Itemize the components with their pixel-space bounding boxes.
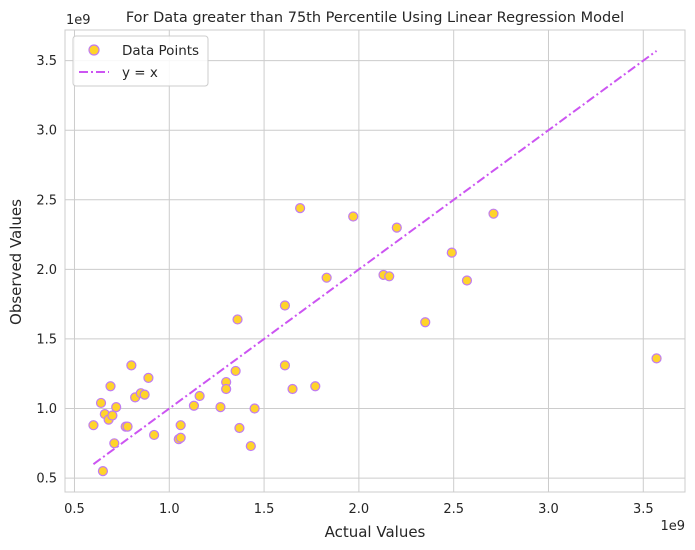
y-offset-label: 1e9	[66, 13, 91, 28]
chart-title: For Data greater than 75th Percentile Us…	[126, 10, 624, 26]
x-offset-label: 1e9	[660, 519, 685, 534]
data-point	[194, 390, 205, 402]
x-tick-label: 3.0	[538, 502, 559, 517]
data-point	[651, 353, 662, 364]
y-axis-title: Observed Values	[7, 199, 25, 325]
legend-label-data-points: Data Points	[122, 43, 199, 59]
data-point	[295, 203, 306, 214]
data-point	[126, 360, 137, 371]
x-tick-label: 2.5	[443, 502, 464, 517]
identity-line-layer	[92, 50, 658, 465]
data-point	[215, 402, 226, 413]
data-point	[188, 400, 200, 411]
identity-line	[92, 50, 658, 465]
data-point	[391, 222, 402, 233]
data-point	[348, 211, 359, 222]
data-point	[122, 421, 133, 432]
data-point	[232, 314, 243, 325]
data-point	[149, 429, 160, 441]
data-point	[321, 272, 332, 283]
data-point	[175, 420, 186, 431]
data-point	[488, 208, 499, 219]
x-tick-label: 3.5	[633, 502, 654, 517]
data-point	[88, 420, 99, 431]
data-point	[384, 271, 395, 282]
legend-box	[72, 35, 209, 87]
y-tick-label: 3.5	[36, 54, 57, 69]
data-point	[105, 381, 116, 392]
y-tick-label: 0.5	[36, 472, 57, 487]
data-point	[461, 275, 473, 286]
data-point	[234, 422, 245, 434]
data-point	[230, 365, 241, 377]
y-tick-label: 1.5	[36, 332, 57, 347]
data-point	[175, 432, 186, 443]
data-point	[279, 300, 291, 311]
grid-lines	[65, 30, 685, 492]
data-point	[143, 372, 154, 383]
legend: Data Points y = x	[72, 35, 209, 87]
data-point	[287, 383, 298, 395]
y-tick-label: 2.5	[36, 193, 57, 208]
data-point	[111, 402, 122, 413]
data-point	[245, 440, 256, 452]
data-point	[139, 389, 150, 400]
data-point	[279, 360, 291, 371]
x-tick-label: 0.5	[64, 502, 85, 517]
data-point	[221, 383, 232, 395]
data-point	[310, 381, 321, 392]
y-tick-label: 2.0	[36, 263, 57, 278]
data-point	[97, 466, 109, 477]
legend-marker-data-points	[88, 44, 100, 56]
y-tick-labels: 0.5 1.0 1.5 2.0 2.5 3.0 3.5	[36, 54, 57, 486]
x-tick-label: 1.5	[254, 502, 275, 517]
x-axis-title: Actual Values	[325, 523, 426, 541]
plot-frame	[64, 29, 686, 493]
y-tick-label: 1.0	[36, 402, 57, 417]
x-tick-label: 1.0	[159, 502, 180, 517]
data-points-layer	[88, 203, 662, 477]
data-point	[109, 438, 120, 449]
x-tick-labels: 0.5 1.0 1.5 2.0 2.5 3.0 3.5	[64, 502, 653, 517]
x-tick-label: 2.0	[349, 502, 370, 517]
data-point	[107, 410, 118, 421]
legend-label-identity-line: y = x	[122, 65, 158, 81]
data-point	[95, 397, 107, 409]
data-point	[420, 317, 431, 328]
data-point	[446, 247, 457, 258]
y-tick-label: 3.0	[36, 124, 57, 139]
data-point	[249, 403, 260, 414]
